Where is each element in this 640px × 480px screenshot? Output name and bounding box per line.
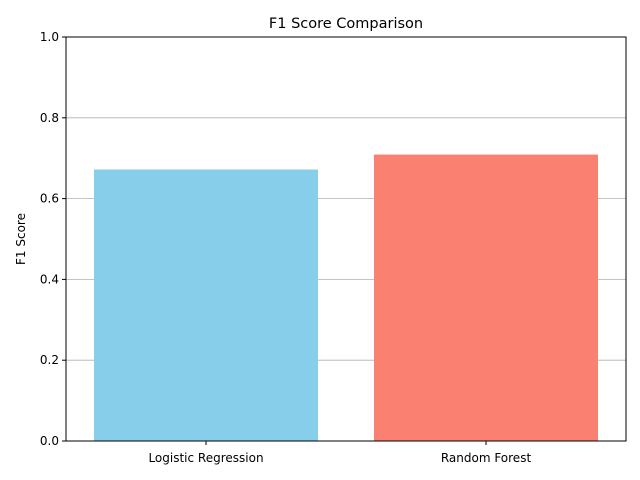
y-tick-label: 0.8	[40, 111, 59, 125]
x-tick-label: Logistic Regression	[148, 451, 263, 465]
x-tick-label: Random Forest	[441, 451, 532, 465]
plot-frame	[65, 36, 627, 442]
x-ticks: Logistic Regression Random Forest	[148, 441, 531, 465]
y-tick-label: 0.6	[40, 192, 59, 206]
bars	[94, 154, 598, 441]
y-tick-label: 0.2	[40, 353, 59, 367]
bar-random-forest	[374, 154, 598, 441]
y-tick-label: 0.4	[40, 272, 59, 286]
y-ticks: 0.0 0.2 0.4 0.6 0.8 1.0	[40, 30, 66, 448]
y-tick-label: 1.0	[40, 30, 59, 44]
bar-logistic-regression	[94, 169, 318, 441]
chart-title: F1 Score Comparison	[269, 16, 423, 32]
y-tick-label: 0.0	[40, 434, 59, 448]
y-axis-label: F1 Score	[14, 213, 28, 265]
